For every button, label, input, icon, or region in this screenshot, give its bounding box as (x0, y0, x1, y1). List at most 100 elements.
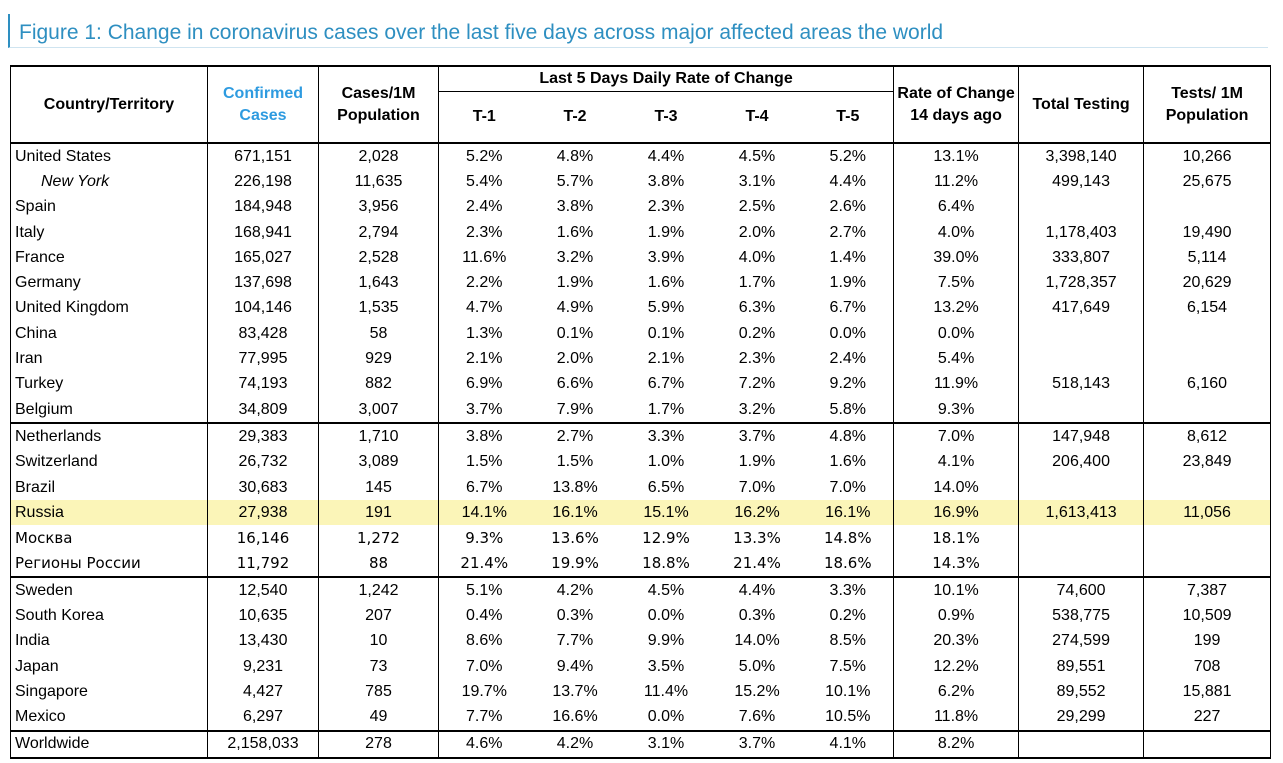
cell-t2: 19.9% (551, 554, 599, 573)
cell-total-testing: 333,807 (1018, 245, 1145, 271)
cell-confirmed-cases: 2,158,033 (207, 729, 319, 760)
cell-t4: 3.2% (738, 400, 776, 418)
cell-rate-14-days: 0.0% (893, 321, 1020, 347)
cell-country: Singapore (10, 679, 208, 705)
cell-t1: 21.4% (438, 550, 530, 578)
cell-t4: 14.0% (734, 632, 780, 650)
table-row: China 83,428 58 1.3% 0.1% 0.1% 0.2% 0.0% 0.0% (10, 321, 1272, 347)
cell-total-testing: 518,143 (1018, 371, 1145, 397)
cell-t2: 6.6% (556, 375, 594, 393)
cell-t3: 4.4% (647, 147, 685, 165)
cell-t4: 4.5% (738, 147, 776, 165)
cell-total-testing: 3,398,140 (1018, 143, 1145, 170)
cell-total-testing: 538,775 (1018, 603, 1145, 629)
figure-title: Figure 1: Change in coronavirus cases ov… (8, 14, 1268, 48)
cell-t1: 9.3% (438, 525, 530, 551)
cell-rate-14-days: 14.3% (893, 550, 1020, 578)
cell-tests-per-1m (1143, 550, 1272, 578)
cell-t4: 7.2% (738, 375, 776, 393)
cell-cases-per-1m: 278 (318, 729, 439, 760)
cell-t3: 3.1% (620, 729, 712, 760)
cell-rate-14-days: 14.0% (893, 474, 1020, 501)
cell-t5: 9.2% (802, 371, 895, 397)
cell-cases-per-1m: 73 (318, 653, 439, 680)
cell-t3: 1.7% (647, 400, 685, 418)
cell-country: Москва (10, 525, 208, 551)
cell-total-testing (1018, 194, 1145, 220)
cell-t4: 0.3% (738, 606, 776, 624)
cell-country: Turkey (10, 371, 208, 397)
cell-tests-per-1m (1143, 321, 1272, 347)
cell-t1: 3.7% (438, 396, 530, 424)
header-cases-per-1m: Cases/1M Population (318, 65, 439, 143)
header-tests-per-1m: Tests/ 1M Population (1143, 65, 1272, 143)
cell-tests-per-1m: 20,629 (1143, 270, 1272, 296)
cell-t4: 5.0% (738, 657, 776, 675)
cell-cases-per-1m: 1,710 (318, 422, 439, 450)
cell-t1: 11.6% (438, 245, 530, 271)
cell-tests-per-1m: 227 (1143, 704, 1272, 731)
cell-t2: 3.2% (556, 248, 594, 266)
cell-t3: 2.1% (647, 350, 685, 368)
cell-cases-per-1m: 11,635 (318, 169, 439, 195)
cell-t3: 5.9% (647, 299, 685, 317)
cell-tests-per-1m: 15,881 (1143, 679, 1272, 705)
cell-country: France (10, 245, 208, 271)
cell-t3: 9.9% (647, 632, 685, 650)
cell-country: Mexico (10, 704, 208, 731)
cell-country: South Korea (10, 603, 208, 629)
cell-total-testing: 29,299 (1018, 704, 1145, 731)
cell-t5: 0.2% (802, 603, 895, 629)
cell-cases-per-1m: 2,028 (318, 143, 439, 170)
cell-t3: 0.0% (647, 606, 685, 624)
cell-t1: 6.9% (438, 371, 530, 397)
cell-t5: 1.4% (802, 245, 895, 271)
header-t3: T-3 (654, 108, 678, 125)
cell-country: Sweden (10, 576, 208, 604)
cell-country: Switzerland (10, 449, 208, 475)
cell-total-testing (1018, 525, 1145, 551)
cell-tests-per-1m: 5,114 (1143, 245, 1272, 271)
table-row: New York 226,198 11,635 5.4% 5.7% 3.8% 3.1% 4.4… (10, 169, 1272, 195)
cell-rate-14-days: 16.9% (893, 500, 1020, 526)
cell-cases-per-1m: 10 (318, 628, 439, 654)
cell-t5: 10.1% (802, 679, 895, 705)
cell-cases-per-1m: 3,089 (318, 449, 439, 475)
cell-tests-per-1m (1143, 194, 1272, 220)
cell-country: New York (10, 169, 208, 195)
cell-t4: 1.7% (738, 274, 776, 292)
cell-tests-per-1m: 199 (1143, 628, 1272, 654)
cell-country: Italy (10, 219, 208, 246)
table-row: Brazil 30,683 145 6.7% 13.8% 6.5% 7.0% 7.0% 14.0… (10, 474, 1272, 501)
cell-confirmed-cases: 137,698 (207, 270, 319, 296)
cell-t5: 6.7% (802, 295, 895, 322)
cell-t5: 16.1% (802, 500, 895, 526)
cell-t1: 5.1% (438, 576, 530, 604)
cell-t4: 7.6% (738, 708, 776, 726)
cell-country: Japan (10, 653, 208, 680)
cell-confirmed-cases: 77,995 (207, 346, 319, 372)
cell-tests-per-1m: 6,160 (1143, 371, 1272, 397)
cell-tests-per-1m: 708 (1143, 653, 1272, 680)
cell-cases-per-1m: 785 (318, 679, 439, 705)
cell-confirmed-cases: 83,428 (207, 321, 319, 347)
cell-cases-per-1m: 2,794 (318, 219, 439, 246)
table-row: Mexico 6,297 49 7.7% 16.6% 0.0% 7.6% 10.5% 11.8%… (10, 704, 1272, 731)
cell-t5: 7.0% (802, 474, 895, 501)
cell-cases-per-1m: 1,643 (318, 270, 439, 296)
cell-t2: 9.4% (556, 657, 594, 675)
cell-country: Регионы России (10, 550, 208, 578)
cell-rate-14-days: 12.2% (893, 653, 1020, 680)
cell-confirmed-cases: 184,948 (207, 194, 319, 220)
cell-t3: 1.9% (647, 223, 685, 241)
cell-cases-per-1m: 88 (318, 550, 439, 578)
cell-t2: 16.6% (552, 708, 598, 726)
cell-cases-per-1m: 929 (318, 346, 439, 372)
cell-rate-14-days: 0.9% (893, 603, 1020, 629)
cell-rate-14-days: 13.1% (893, 143, 1020, 170)
cell-total-testing (1018, 550, 1145, 578)
cell-cases-per-1m: 191 (318, 500, 439, 526)
cell-t4: 2.3% (738, 350, 776, 368)
cell-tests-per-1m (1143, 396, 1272, 424)
table-row: Germany 137,698 1,643 2.2% 1.9% 1.6% 1.7% 1.9% 7… (10, 270, 1272, 296)
